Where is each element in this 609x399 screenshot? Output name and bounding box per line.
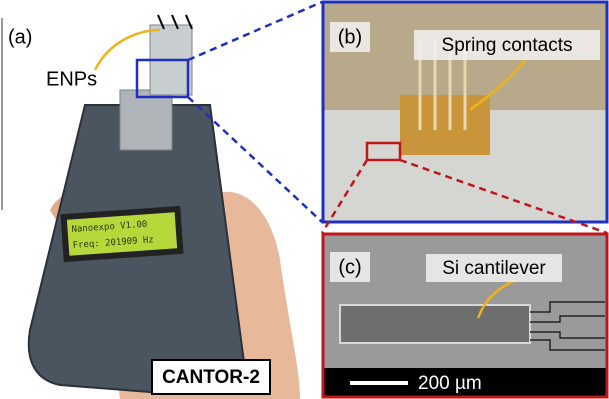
annotation: Si cantilever	[442, 258, 546, 279]
annotation: ENPs	[46, 68, 97, 90]
annotation: Spring contacts	[442, 35, 573, 56]
scale-label: 200 µm	[418, 373, 482, 394]
figure: Nanoexpo V1.00 Freq: 201909 Hz (a) ENPs …	[0, 0, 609, 399]
panel-label: (c)	[338, 256, 361, 278]
panel-label: (a)	[8, 26, 32, 48]
caption: CANTOR-2	[162, 367, 260, 388]
cantilever	[340, 305, 530, 343]
panel-label: (b)	[338, 26, 362, 48]
sensor-block	[120, 90, 172, 150]
